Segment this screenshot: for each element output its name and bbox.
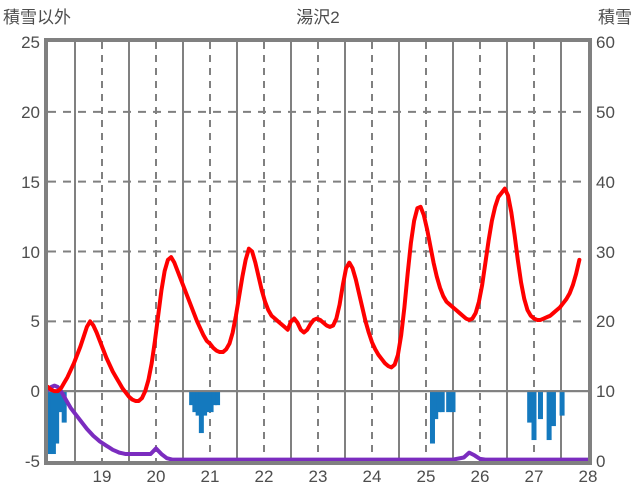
y-axis-left-tick: 15 — [21, 172, 40, 192]
x-axis-tick: 20 — [146, 467, 166, 486]
y-axis-left-tick: 20 — [21, 102, 40, 122]
x-axis-tick: 22 — [254, 467, 274, 486]
y-axis-left-tick: -5 — [24, 452, 40, 471]
x-axis-tick: 28 — [578, 467, 598, 486]
y-axis-right-tick: 40 — [596, 172, 615, 192]
x-axis-tick: 26 — [470, 467, 490, 486]
chart-plot-area — [48, 42, 588, 461]
x-axis-tick: 24 — [362, 467, 382, 486]
x-axis-tick: 19 — [92, 467, 112, 486]
y-axis-left-tick: 0 — [30, 382, 40, 402]
x-axis-tick: 23 — [308, 467, 328, 486]
y-axis-right-tick: 30 — [596, 242, 615, 262]
y-axis-right-tick: 10 — [596, 382, 615, 402]
snow-depth-series — [48, 383, 588, 461]
y-axis-right-tick: 50 — [596, 102, 615, 122]
y-axis-right-tick: 60 — [596, 33, 615, 52]
y-axis-left-tick: 10 — [21, 242, 40, 262]
x-axis-tick: 21 — [200, 467, 220, 486]
y-axis-right-tick: 0 — [596, 452, 606, 471]
y-axis-left-tick: 25 — [21, 33, 40, 52]
right-axis-title: 積雪 — [598, 8, 632, 27]
left-axis-title: 積雪以外 — [3, 8, 71, 27]
x-axis-tick: 27 — [524, 467, 544, 486]
x-axis-tick: 25 — [416, 467, 436, 486]
precipitation-bars — [48, 391, 565, 455]
y-axis-left-tick: 5 — [30, 312, 40, 332]
y-axis-right-tick: 20 — [596, 312, 615, 332]
chart-title: 湯沢2 — [296, 8, 340, 27]
temperature-series — [48, 186, 582, 403]
